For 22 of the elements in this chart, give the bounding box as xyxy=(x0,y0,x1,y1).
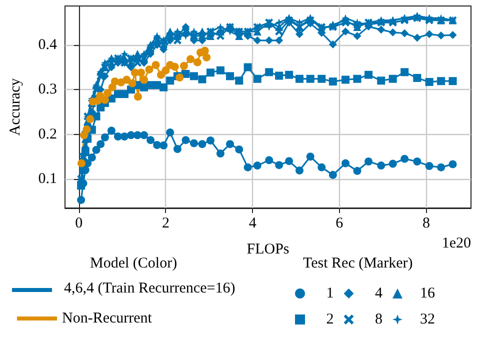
text: 4,6,4 (Train Recurrence=16) xyxy=(64,280,236,296)
legend-title: Test Rec (Marker) xyxy=(303,256,413,272)
y-axis-title: Accuracy xyxy=(8,78,24,136)
y-tick-label: 0.1 xyxy=(38,170,57,187)
y-tick-label: 0.2 xyxy=(38,126,57,142)
x-tick-label: 4 xyxy=(248,216,257,232)
x-axis-title: FLOPs xyxy=(246,242,290,258)
x-tick-label: 0 xyxy=(75,216,83,232)
legend-label: 4 xyxy=(375,286,383,302)
legend-label: 32 xyxy=(420,312,435,328)
legend-label: 16 xyxy=(420,286,436,302)
legend-label: 2 xyxy=(326,312,334,328)
x-tick-label: 6 xyxy=(336,216,344,232)
legend-label: Non-Recurrent xyxy=(62,310,153,326)
y-tick-label: 0.3 xyxy=(38,82,57,98)
text: 1e20 xyxy=(442,236,472,252)
y-tick-label: 0.4 xyxy=(38,36,58,53)
x-tick-label: 8 xyxy=(422,216,430,232)
text: Model (Color) xyxy=(90,256,178,272)
legend-label: 1 xyxy=(326,286,334,302)
legend-label: 8 xyxy=(375,312,382,328)
x-tick-label: 2 xyxy=(162,216,170,232)
